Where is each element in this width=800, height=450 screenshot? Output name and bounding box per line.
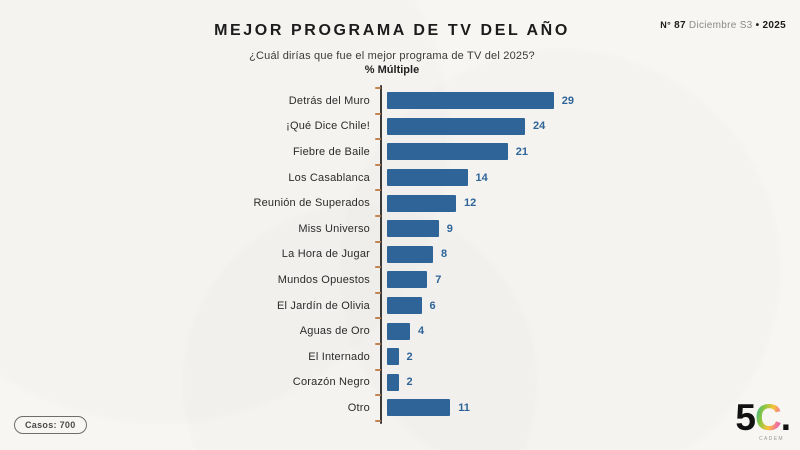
y-axis-line: [380, 85, 382, 424]
edition-prefix: N°: [660, 20, 671, 30]
chart-row: Fiebre de Baile 21: [88, 139, 708, 165]
category-label: Corazón Negro: [292, 376, 370, 389]
bar: [387, 143, 508, 161]
page-title: MEJOR PROGRAMA DE TV DEL AÑO: [214, 22, 570, 39]
category-label: Otro: [347, 401, 370, 414]
axis-tick: [375, 189, 381, 192]
survey-question: ¿Cuál dirías que fue el mejor programa d…: [249, 50, 535, 62]
value-label: 8: [441, 248, 448, 261]
cadem-5c-logo: 5C. CADEM: [735, 397, 791, 442]
cases-badge: Casos: 700: [14, 416, 87, 434]
chart-row: La Hora de Jugar 8: [88, 242, 708, 268]
axis-tick: [375, 394, 381, 397]
bar: [387, 348, 399, 366]
bar: [387, 322, 410, 340]
bar: [387, 169, 468, 187]
edition-period: Diciembre S3: [688, 20, 753, 31]
logo-five: 5: [735, 397, 756, 438]
bar: [387, 245, 433, 263]
value-label: 12: [464, 197, 477, 210]
edition-number: 87: [674, 20, 686, 31]
bar: [387, 117, 525, 135]
measure-label: % Múltiple: [364, 64, 420, 76]
axis-tick: [375, 419, 381, 422]
value-label: 21: [515, 145, 528, 158]
value-label: 4: [418, 325, 425, 338]
value-label: 2: [406, 376, 413, 389]
logo-subtext: CADEM: [758, 436, 784, 442]
axis-tick: [375, 112, 381, 115]
bar: [387, 297, 422, 315]
chart-row: El Internado 2: [88, 344, 708, 370]
bar: [387, 373, 399, 391]
category-label: La Hora de Jugar: [281, 248, 370, 261]
edition-year: 2025: [762, 20, 786, 31]
axis-tick: [375, 368, 381, 371]
value-label: 2: [406, 350, 413, 363]
value-label: 7: [435, 273, 442, 286]
axis-tick: [375, 215, 381, 217]
value-label: 14: [475, 171, 488, 184]
category-label: Mundos Opuestos: [277, 273, 370, 286]
bar-chart-rows: Detrás del Muro 29 ¡Qué Dice Chile! 24 Fiebr…: [88, 88, 708, 421]
category-label: El Internado: [308, 350, 370, 363]
chart-row: Aguas de Oro 4: [88, 318, 708, 344]
chart-row: El Jardín de Olivia 6: [88, 293, 708, 319]
category-label: Miss Universo: [298, 222, 370, 235]
category-label: El Jardín de Olivia: [276, 299, 370, 312]
value-label: 11: [458, 401, 470, 414]
value-label: 24: [533, 120, 546, 133]
value-label: 9: [446, 222, 453, 235]
axis-tick: [375, 266, 381, 269]
bar: [387, 194, 456, 212]
axis-tick: [375, 163, 381, 166]
bar: [387, 92, 554, 110]
bar: [387, 399, 451, 417]
axis-tick: [375, 240, 381, 243]
category-label: Reunión de Superados: [253, 197, 370, 210]
category-label: ¡Qué Dice Chile!: [286, 120, 370, 133]
chart-header: MEJOR PROGRAMA DE TV DEL AÑO ¿Cuál diría…: [0, 22, 784, 76]
logo-dot: .: [780, 397, 791, 438]
value-label: 29: [561, 94, 574, 107]
category-label: Los Casablanca: [288, 171, 370, 184]
chart-row: Otro 11: [88, 395, 708, 421]
category-label: Fiebre de Baile: [293, 145, 370, 158]
chart-row: Reunión de Superados 12: [88, 190, 708, 216]
category-label: Detrás del Muro: [288, 94, 370, 107]
value-label: 6: [429, 299, 436, 312]
bar-chart: Detrás del Muro 29 ¡Qué Dice Chile! 24 Fiebr…: [88, 85, 708, 424]
chart-row: Los Casablanca 14: [88, 165, 708, 191]
logo-c: C: [754, 397, 782, 438]
chart-row: ¡Qué Dice Chile! 24: [88, 114, 708, 140]
chart-row: Mundos Opuestos 7: [88, 267, 708, 293]
chart-row: Detrás del Muro 29: [88, 88, 708, 114]
axis-tick: [375, 317, 381, 320]
bar: [387, 271, 428, 289]
axis-tick: [375, 87, 381, 89]
axis-tick: [375, 138, 381, 141]
chart-row: Corazón Negro 2: [88, 370, 708, 396]
bar: [387, 220, 439, 238]
chart-row: Miss Universo 9: [88, 216, 708, 242]
edition-info: N° 87 Diciembre S3 • 2025: [660, 20, 786, 31]
axis-tick: [375, 343, 381, 345]
category-label: Aguas de Oro: [299, 325, 370, 338]
axis-tick: [375, 291, 381, 294]
edition-separator: •: [755, 20, 760, 31]
